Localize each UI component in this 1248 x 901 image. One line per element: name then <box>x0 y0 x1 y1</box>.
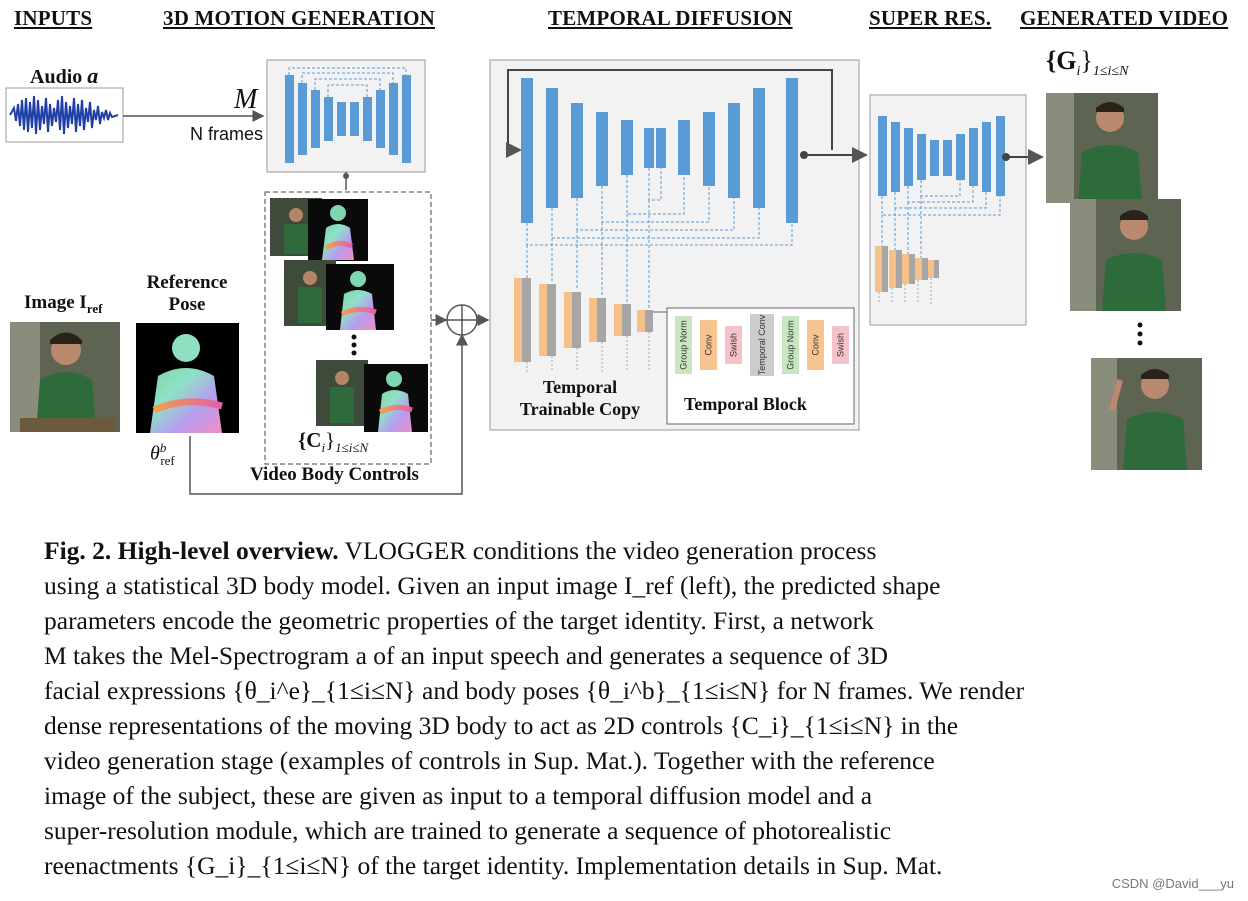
header-temporal-diffusion: TEMPORAL DIFFUSION <box>548 6 793 30</box>
motion-unet <box>285 75 411 163</box>
caption-line-5: facial expressions {θ_i^e}_{1≤i≤N} and b… <box>44 676 1025 705</box>
temporal-block-layer-label: Group Norm <box>786 320 796 370</box>
temporal-block-layer-label: Conv <box>811 334 821 356</box>
header-inputs: INPUTS <box>14 6 93 30</box>
sum-node <box>446 304 478 336</box>
caption-line-3: parameters encode the geometric properti… <box>44 606 874 635</box>
control-frame-pair-3 <box>316 360 428 432</box>
caption-line-1: Fig. 2. High-level overview. VLOGGER con… <box>44 533 1154 568</box>
generated-frame-n <box>1091 358 1202 470</box>
temporal-block-layer-label: Swish <box>836 333 846 357</box>
audio-waveform <box>9 95 119 135</box>
temporal-block-layer <box>675 316 692 374</box>
audio-label: Audio a <box>30 63 99 88</box>
temporal-trainable-copy <box>514 278 653 362</box>
caption-line-7: video generation stage (examples of cont… <box>44 746 935 775</box>
temporal-block-layer <box>725 326 742 364</box>
controls-set-label: {Ci}1≤i≤N <box>298 428 369 456</box>
control-frame-pair-1 <box>270 198 368 261</box>
generated-frame-1 <box>1046 93 1158 203</box>
header-3d-motion-generation: 3D MOTION GENERATION <box>163 6 435 30</box>
header-super-res: SUPER RES. <box>869 6 992 30</box>
caption-line-2: using a statistical 3D body model. Given… <box>44 571 941 600</box>
super-res-unet <box>878 116 1005 196</box>
reference-pose-label: Reference Pose <box>146 272 228 315</box>
super-res-trainable-copy <box>875 246 939 292</box>
figure-caption: Fig. 2. High-level overview. VLOGGER con… <box>44 533 1154 883</box>
temporal-block-layer <box>832 326 849 364</box>
temporal-block-layer-label: Temporal Conv <box>757 314 767 375</box>
temporal-block-label: Temporal Block <box>684 394 807 414</box>
header-generated-video: GENERATED VIDEO <box>1020 6 1229 30</box>
caption-line-8: image of the subject, these are given as… <box>44 781 873 810</box>
temporal-block-layer-label: Swish <box>729 333 739 357</box>
caption-line-6: dense representations of the moving 3D b… <box>44 711 959 740</box>
control-frame-pair-2 <box>284 260 394 330</box>
temporal-block-layer-label: Conv <box>704 334 714 356</box>
architecture-diagram: Group Norm Conv Swish Temporal Conv Group No… <box>5 59 1202 495</box>
diffusion-unet <box>521 78 798 223</box>
caption-line-9: super-resolution module, which are train… <box>44 816 892 845</box>
caption-fig-label: Fig. 2. <box>44 536 112 565</box>
temporal-block-layer <box>807 320 824 370</box>
image-ref-label: Image Iref <box>24 292 103 316</box>
theta-ref-label: θbref <box>150 440 175 468</box>
temporal-block-layer <box>700 320 717 370</box>
caption-line-text: VLOGGER conditions the video generation … <box>344 536 877 565</box>
temporal-trainable-copy-label: Temporal Trainable Copy <box>519 377 641 419</box>
video-body-controls-label: Video Body Controls <box>250 464 419 485</box>
caption-fig-title: High-level overview. <box>117 536 339 565</box>
reference-image <box>10 322 120 432</box>
temporal-block-layer-label: Group Norm <box>679 320 689 370</box>
motion-network-label: M <box>234 84 258 115</box>
caption-line-4: M takes the Mel-Spectrogram a of an inpu… <box>44 641 889 670</box>
n-frames-label: N frames <box>190 124 264 144</box>
temporal-block-layer <box>782 316 799 374</box>
video-body-controls-box <box>264 191 432 465</box>
generated-set-label: {Gi}1≤i≤N <box>1046 46 1129 80</box>
generated-frame-2 <box>1070 199 1181 311</box>
temporal-block-layer <box>750 314 774 376</box>
audio-waveform-box <box>5 87 124 143</box>
reference-pose-image <box>136 323 239 433</box>
watermark: CSDN @David___yu <box>1111 876 1234 891</box>
caption-line-10: reenactments {G_i}_{1≤i≤N} of the target… <box>44 851 943 880</box>
